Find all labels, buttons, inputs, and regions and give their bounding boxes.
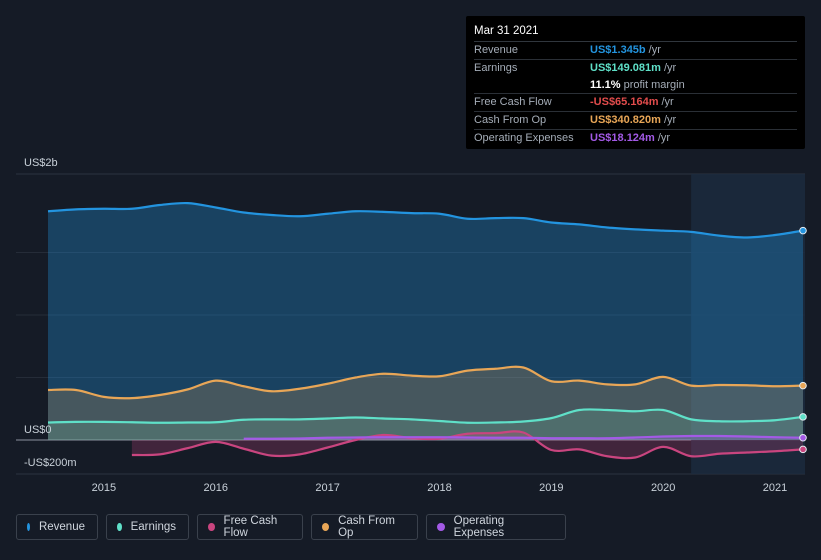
tooltip-value: -US$65.164m: [590, 96, 659, 109]
free-cash-flow-endpoint: [799, 445, 807, 454]
chart-grid: [16, 173, 805, 475]
legend-label: Operating Expenses: [453, 515, 505, 539]
legend-item-earnings[interactable]: Earnings: [106, 514, 189, 540]
tooltip-unit: /yr: [657, 131, 671, 144]
x-axis-label: 2016: [204, 482, 228, 494]
legend-label: Cash From Op: [338, 515, 395, 539]
revenue-line: [47, 201, 804, 239]
tooltip-label: Operating Expenses: [474, 131, 574, 144]
operating-expenses-line: [243, 434, 804, 440]
tooltip-row-revenue: Revenue US$1.345b /yr: [474, 42, 797, 60]
tooltip-label: [474, 77, 590, 94]
tooltip-unit: /yr: [648, 44, 661, 56]
highlight-band: [691, 174, 805, 474]
x-axis-label: 2021: [763, 482, 787, 494]
legend-dot-icon: [117, 523, 122, 531]
revenue-endpoint: [799, 226, 807, 235]
y-axis-labels: US$2b US$0 -US$200m: [24, 157, 77, 469]
legend-dot-icon: [208, 523, 215, 531]
free-cash-flow-area: [131, 431, 803, 459]
chart-legend: Revenue Earnings Free Cash Flow Cash Fro…: [16, 514, 574, 542]
revenue-area: [48, 203, 803, 440]
operating-expenses-endpoint: [799, 433, 807, 442]
legend-label: Earnings: [130, 521, 176, 533]
x-axis-labels: 2015 2016 2017 2018 2019 2020 2021: [92, 482, 788, 494]
x-axis-label: 2019: [539, 482, 563, 494]
tooltip-label: Cash From Op: [474, 114, 547, 127]
cash-from-op-endpoint: [799, 381, 807, 390]
tooltip-label: Earnings: [474, 61, 518, 74]
tooltip-date: Mar 31 2021: [474, 24, 797, 42]
legend-dot-icon: [437, 523, 445, 531]
y-axis-label: US$0: [24, 424, 52, 436]
data-tooltip: Mar 31 2021 Revenue US$1.345b /yr Earnin…: [466, 16, 805, 149]
earnings-line: [47, 408, 804, 424]
legend-item-free-cash-flow[interactable]: Free Cash Flow: [197, 514, 303, 540]
tooltip-row-free-cash-flow: Free Cash Flow -US$65.164m /yr: [474, 94, 797, 113]
tooltip-label: Revenue: [474, 44, 519, 56]
tooltip-row-cash-from-op: Cash From Op US$340.820m /yr: [474, 112, 797, 130]
tooltip-value: 11.1%: [590, 78, 621, 91]
earnings-endpoint: [799, 413, 807, 421]
x-axis-label: 2017: [315, 482, 339, 494]
legend-dot-icon: [27, 523, 30, 531]
legend-label: Free Cash Flow: [223, 515, 278, 539]
y-axis-label: US$2b: [24, 157, 58, 169]
tooltip-label: Free Cash Flow: [474, 96, 552, 109]
tooltip-value: US$340.820m: [590, 114, 661, 127]
tooltip-row-operating-expenses: Operating Expenses US$18.124m /yr: [474, 130, 797, 147]
tooltip-value: US$1.345b: [590, 44, 646, 56]
legend-label: Revenue: [38, 521, 85, 533]
free-cash-flow-line: [131, 430, 804, 460]
tooltip-row-earnings: Earnings US$149.081m /yr: [474, 60, 797, 77]
x-axis-label: 2020: [651, 482, 675, 494]
cash-from-op-line: [47, 365, 804, 400]
x-axis-label: 2015: [92, 482, 116, 494]
tooltip-unit: /yr: [663, 114, 677, 127]
legend-item-operating-expenses[interactable]: Operating Expenses: [426, 514, 566, 540]
series-lines: [47, 201, 804, 460]
series-endpoints: [799, 226, 807, 454]
earnings-area: [48, 409, 803, 440]
legend-dot-icon: [322, 523, 330, 531]
legend-item-cash-from-op[interactable]: Cash From Op: [311, 514, 418, 540]
tooltip-unit: /yr: [661, 96, 674, 109]
tooltip-value: US$149.081m: [590, 61, 661, 74]
tooltip-row-profit-margin: 11.1% profit margin: [474, 77, 797, 95]
y-axis-label: -US$200m: [24, 457, 77, 469]
x-axis-label: 2018: [427, 482, 451, 494]
tooltip-unit: /yr: [663, 61, 677, 74]
tooltip-unit: profit margin: [623, 78, 685, 91]
tooltip-value: US$18.124m: [590, 131, 655, 144]
legend-item-revenue[interactable]: Revenue: [16, 514, 98, 540]
